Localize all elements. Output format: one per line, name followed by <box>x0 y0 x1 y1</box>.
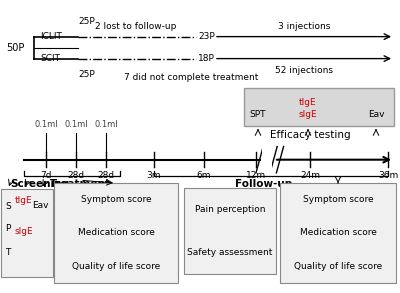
Text: 36m: 36m <box>378 171 398 180</box>
FancyBboxPatch shape <box>1 189 53 277</box>
Text: Follow-up: Follow-up <box>235 179 293 189</box>
Text: 3 injections: 3 injections <box>278 22 330 31</box>
Text: Eav: Eav <box>32 201 49 209</box>
Text: Medication score: Medication score <box>78 229 154 237</box>
Text: Screening: Screening <box>10 179 69 189</box>
Text: 28d: 28d <box>68 171 84 180</box>
Text: Medication score: Medication score <box>300 229 376 237</box>
Text: Pain perception: Pain perception <box>195 205 265 214</box>
FancyBboxPatch shape <box>244 88 394 126</box>
Text: tIgE: tIgE <box>15 196 33 205</box>
Text: 24m: 24m <box>300 171 320 180</box>
Text: tIgE: tIgE <box>299 98 317 107</box>
FancyBboxPatch shape <box>262 145 272 174</box>
Text: P: P <box>5 224 11 233</box>
Text: 3m: 3m <box>147 171 161 180</box>
Text: 12m: 12m <box>246 171 266 180</box>
Text: 23P: 23P <box>198 32 215 41</box>
Text: 0.1ml: 0.1ml <box>94 120 118 129</box>
Text: Symptom score: Symptom score <box>303 195 373 204</box>
FancyBboxPatch shape <box>280 183 396 283</box>
Text: S: S <box>5 202 11 211</box>
Text: Treatment: Treatment <box>50 179 110 189</box>
Text: 50P: 50P <box>6 42 24 53</box>
Text: 28d: 28d <box>98 171 114 180</box>
Text: sIgE: sIgE <box>15 227 33 236</box>
Text: Eav: Eav <box>368 110 384 119</box>
Text: Efficacy testing: Efficacy testing <box>270 130 350 140</box>
Text: SCIT: SCIT <box>40 54 60 63</box>
Text: sIgE: sIgE <box>299 110 317 119</box>
Text: Symptom score: Symptom score <box>81 195 151 204</box>
Text: 7 did not complete treatment: 7 did not complete treatment <box>124 73 258 82</box>
Text: 18P: 18P <box>198 54 215 63</box>
Text: Safety assessment: Safety assessment <box>187 248 273 257</box>
Text: SPT: SPT <box>250 110 266 119</box>
Text: 6m: 6m <box>197 171 211 180</box>
Text: ICLIT: ICLIT <box>40 32 62 41</box>
Text: 25P: 25P <box>78 17 95 26</box>
Text: 7d: 7d <box>40 171 52 180</box>
Text: 2 lost to follow-up: 2 lost to follow-up <box>95 22 177 31</box>
Text: T: T <box>5 248 11 257</box>
Text: 25P: 25P <box>78 70 95 79</box>
FancyBboxPatch shape <box>54 183 178 283</box>
Text: Quality of life score: Quality of life score <box>294 262 382 271</box>
FancyBboxPatch shape <box>184 188 276 274</box>
Text: Quality of life score: Quality of life score <box>72 262 160 271</box>
Text: 52 injections: 52 injections <box>275 66 333 75</box>
Text: 0.1ml: 0.1ml <box>64 120 88 129</box>
Text: 0.1ml: 0.1ml <box>34 120 58 129</box>
